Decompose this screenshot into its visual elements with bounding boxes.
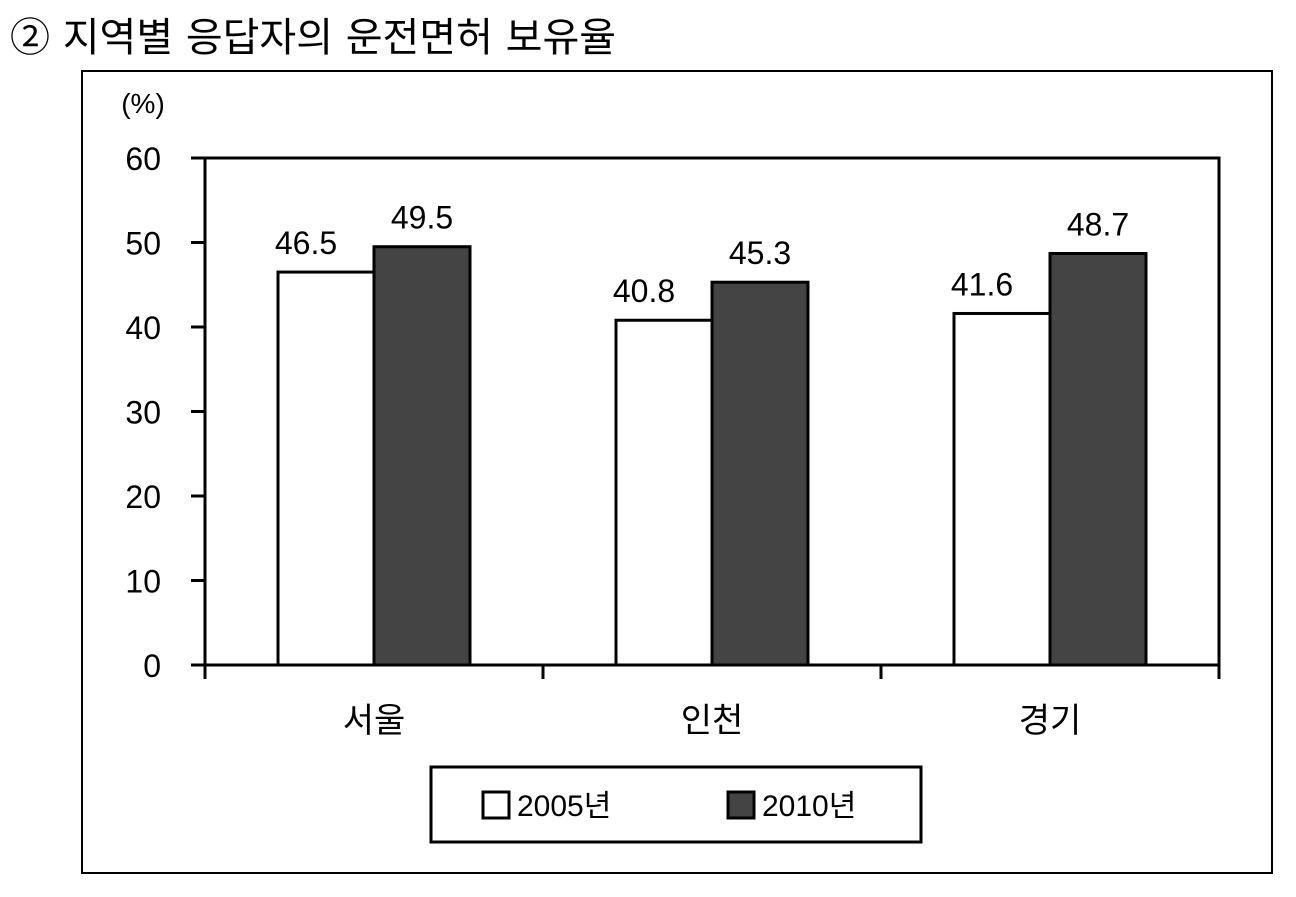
x-category-label: 서울 [343,701,406,741]
data-label: 45.3 [729,235,791,271]
chart-frame [81,70,1273,874]
y-tick-label: 30 [125,395,161,431]
y-tick-label: 20 [125,479,161,515]
legend-box [429,765,923,844]
bar-series2 [710,280,810,667]
bar-series1 [952,311,1052,667]
plot-area: 0 10 20 30 40 50 60 46.5 49.5 서울 40.8 45.3 인천 41.6 48.… [125,141,1221,741]
y-tick-label: 60 [125,141,161,177]
y-tick-label: 40 [125,310,161,346]
bar-series1 [614,318,714,667]
legend-swatch-series2 [726,790,756,820]
data-label: 46.5 [275,225,337,261]
legend-label: 2010년 [762,790,856,823]
legend-label: 2005년 [517,790,611,823]
bar-series2 [1048,251,1148,667]
x-category-label: 인천 [681,701,744,741]
y-tick-label: 10 [125,564,161,600]
y-tick-label: 0 [143,648,161,684]
chart-title: ② 지역별 응답자의 운전면허 보유율 [10,15,617,61]
data-label: 40.8 [613,273,675,309]
bar-series1 [276,270,376,667]
legend-swatch-series1 [481,790,511,820]
y-axis-unit-label: (%) [121,88,165,119]
data-label: 41.6 [951,266,1013,302]
data-label: 49.5 [391,200,453,236]
bar-series2 [372,245,472,667]
y-tick-label: 50 [125,226,161,262]
data-label: 48.7 [1067,206,1129,242]
legend: 2005년 2010년 [429,765,923,844]
x-category-label: 경기 [1019,701,1082,741]
